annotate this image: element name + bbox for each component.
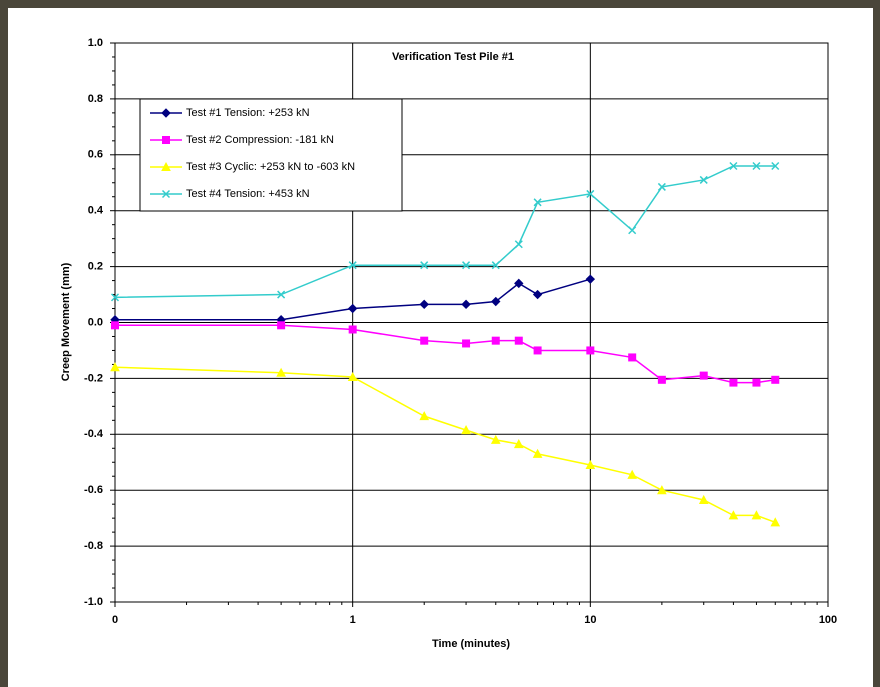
legend: Test #1 Tension: +253 kN Test #2 Compress…: [140, 99, 402, 211]
y-tick-label: -0.2: [84, 372, 103, 384]
marker: [492, 337, 499, 344]
legend-label: Test #4 Tension: +453 kN: [186, 188, 310, 200]
marker: [163, 137, 170, 144]
marker: [278, 322, 285, 329]
x-tick-label: 100: [819, 614, 837, 626]
marker: [421, 337, 428, 344]
marker: [772, 376, 779, 383]
chart-background: [8, 8, 873, 687]
marker: [658, 376, 665, 383]
x-tick-label: 1: [350, 614, 356, 626]
marker: [463, 340, 470, 347]
chart: Verification Test Pile #1 Time (minutes)…: [0, 0, 880, 687]
y-tick-label: 0.4: [88, 205, 104, 217]
marker: [349, 326, 356, 333]
marker: [587, 347, 594, 354]
legend-label: Test #2 Compression: -181 kN: [186, 134, 334, 146]
y-tick-label: -0.4: [84, 428, 104, 440]
marker: [730, 379, 737, 386]
x-tick-label: 10: [584, 614, 596, 626]
y-tick-label: 1.0: [88, 37, 103, 49]
marker: [753, 379, 760, 386]
x-axis-label: Time (minutes): [432, 638, 510, 650]
x-tick-label: 0: [112, 614, 118, 626]
marker: [534, 347, 541, 354]
legend-label: Test #3 Cyclic: +253 kN to -603 kN: [186, 161, 355, 173]
marker: [112, 322, 119, 329]
y-tick-label: -0.6: [84, 484, 103, 496]
y-axis-label: Creep Movement (mm): [60, 262, 72, 381]
y-tick-label: -1.0: [84, 596, 103, 608]
y-tick-label: 0.0: [88, 316, 103, 328]
marker: [515, 337, 522, 344]
chart-title: Verification Test Pile #1: [392, 51, 514, 63]
marker: [700, 372, 707, 379]
y-tick-label: 0.8: [88, 93, 103, 105]
legend-label: Test #1 Tension: +253 kN: [186, 107, 310, 119]
y-tick-label: 0.6: [88, 149, 103, 161]
y-tick-label: -0.8: [84, 540, 103, 552]
marker: [629, 354, 636, 361]
y-tick-label: 0.2: [88, 261, 103, 273]
